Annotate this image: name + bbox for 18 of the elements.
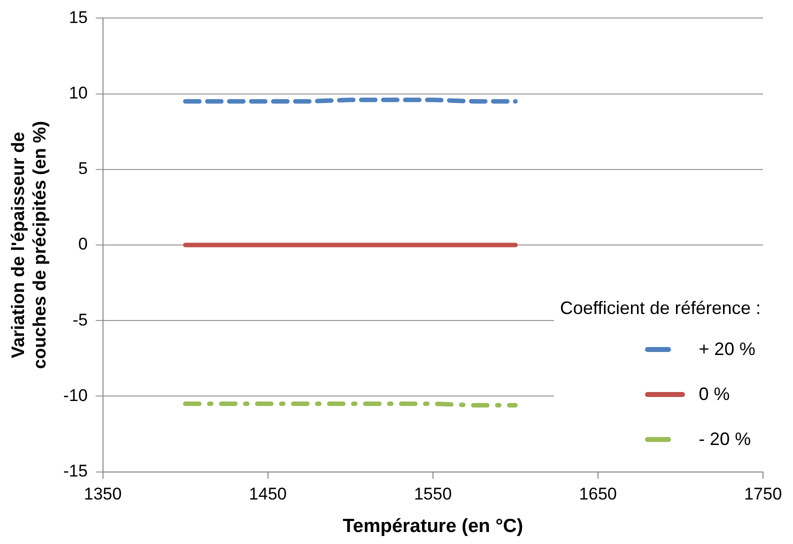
y-tick-label: -15 xyxy=(63,461,88,480)
y-axis-title: Variation de l'épaisseur de couches de précipités (en %) xyxy=(8,120,50,370)
y-tick-label: -10 xyxy=(63,386,88,405)
legend-label: + 20 % xyxy=(698,338,756,360)
legend-title: Coefficient de référence : xyxy=(560,298,761,319)
x-tick-label: 1550 xyxy=(414,484,452,504)
x-tick-label: 1750 xyxy=(744,484,782,504)
legend-label: - 20 % xyxy=(698,428,752,450)
y-tick-label: -5 xyxy=(72,310,88,330)
legend-label: 0 % xyxy=(698,384,731,405)
x-tick-label: 1650 xyxy=(579,484,617,504)
y-tick-label: 15 xyxy=(68,8,88,27)
y-tick-label: 5 xyxy=(78,159,88,178)
y-tick-label: 0 xyxy=(78,234,88,254)
x-tick-label: 1350 xyxy=(84,484,122,504)
x-axis-title: Température (en °C) xyxy=(342,516,524,537)
y-tick-label: 10 xyxy=(68,83,88,102)
x-tick-label: 1450 xyxy=(248,484,287,504)
